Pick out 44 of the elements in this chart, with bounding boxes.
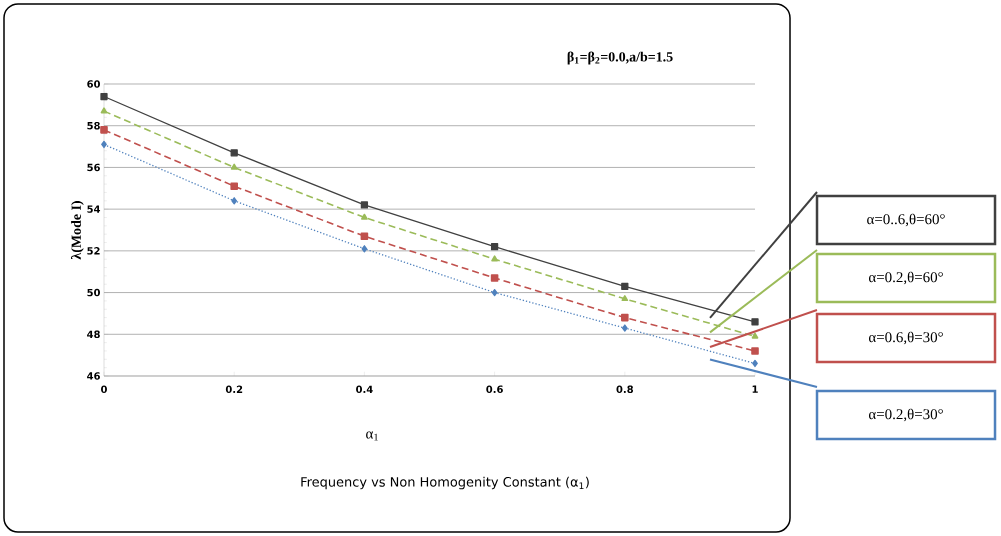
- point: [360, 201, 369, 209]
- text: Frequency vs Non Homogenity Constant (α$_{1}$): [301, 476, 589, 490]
- point: [231, 197, 238, 205]
- point: [621, 282, 629, 290]
- point: [361, 213, 368, 220]
- x-tick-label: 0.6: [486, 385, 503, 394]
- point: [490, 274, 499, 282]
- point: [230, 163, 238, 170]
- point: [751, 332, 759, 339]
- y-tick-label: 60: [87, 80, 100, 88]
- y-tick-label: 56: [87, 163, 100, 172]
- text: β$_{1}$=β$_{2}$=0.0,a/b=1.5: [567, 51, 673, 65]
- y-tick-label: 50: [87, 288, 100, 297]
- y-tick-label: 48: [87, 330, 100, 339]
- text: α=0.2,θ=60°: [868, 271, 943, 285]
- x-axis-title: α$_{1}$: [366, 431, 378, 441]
- point: [490, 243, 499, 251]
- point: [491, 255, 498, 262]
- y-tick-label: 52: [87, 247, 100, 255]
- y-tick-label: 54: [87, 205, 101, 213]
- point: [100, 92, 108, 101]
- x-tick-label: 0.8: [616, 385, 634, 394]
- y-axis-title: λ(Mode I): [70, 201, 84, 260]
- point: [230, 149, 238, 157]
- point: [361, 245, 368, 253]
- text: α=0.2,θ=30°: [868, 408, 943, 422]
- point: [100, 107, 108, 114]
- point: [621, 324, 628, 332]
- point: [360, 232, 369, 241]
- x-tick-label: 0.2: [225, 385, 243, 394]
- point: [491, 288, 498, 297]
- point: [621, 295, 629, 302]
- x-tick-label: 0: [101, 385, 107, 394]
- point: [751, 347, 759, 355]
- point: [230, 182, 238, 190]
- text: α=0..6,θ=60°: [867, 213, 945, 227]
- point: [751, 318, 759, 326]
- point: [100, 126, 108, 134]
- text: α=0.6,θ=30°: [868, 331, 943, 345]
- x-tick-label: 0.4: [356, 385, 373, 394]
- y-tick-label: 46: [87, 372, 100, 380]
- x-tick-label: 1: [752, 385, 758, 393]
- point: [621, 313, 629, 322]
- y-tick-label: 58: [87, 121, 100, 130]
